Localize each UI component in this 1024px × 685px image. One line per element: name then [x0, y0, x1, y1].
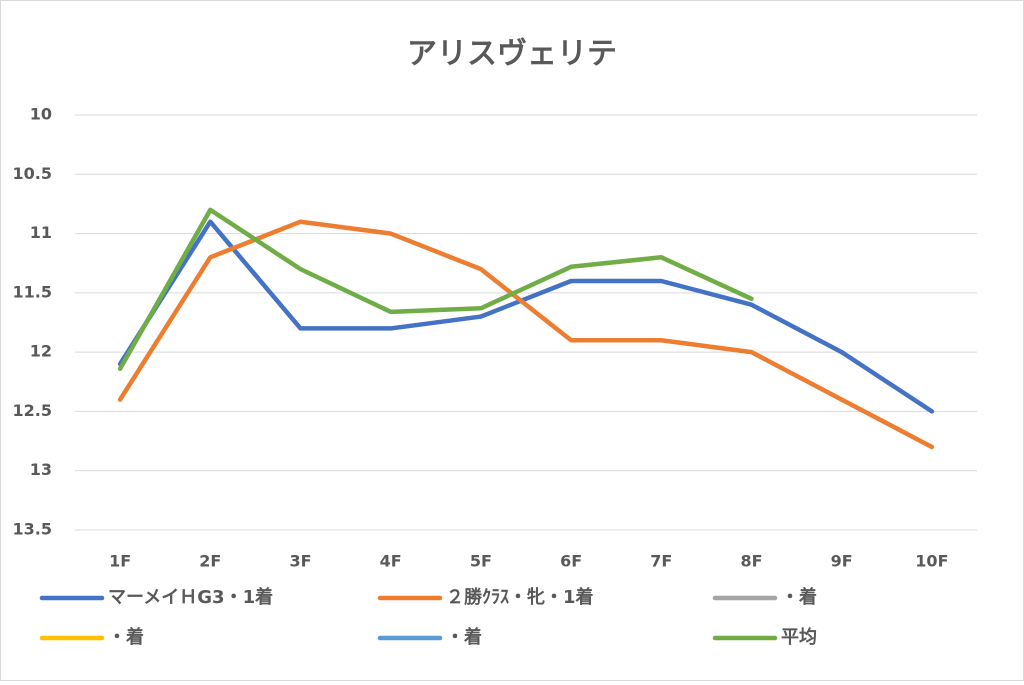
legend-label: マーメイＨG3・1着	[108, 586, 273, 608]
y-tick-label: 11.5	[13, 282, 52, 301]
legend-label: ２勝ｸﾗｽ・牝・1着	[446, 586, 594, 608]
x-tick-label: 6F	[560, 552, 582, 571]
x-tick-label: 8F	[740, 552, 762, 571]
x-tick-label: 2F	[199, 552, 221, 571]
series-line	[117, 219, 935, 414]
series-line	[117, 207, 754, 371]
legend-label: ・着	[781, 586, 817, 608]
y-tick-label: 11	[30, 223, 52, 242]
y-tick-label: 10	[30, 105, 52, 124]
legend-label: 平均	[781, 626, 817, 648]
chart-title: アリスヴェリテ	[407, 37, 617, 72]
x-tick-label: 3F	[289, 552, 311, 571]
x-tick-label: 4F	[380, 552, 402, 571]
legend-label: ・着	[108, 626, 144, 648]
y-tick-label: 10.5	[13, 164, 52, 183]
x-tick-label: 1F	[109, 552, 131, 571]
y-tick-label: 13	[30, 460, 52, 479]
y-tick-label: 13.5	[13, 520, 52, 539]
x-tick-label: 10F	[915, 552, 948, 571]
x-tick-label: 9F	[831, 552, 853, 571]
y-tick-label: 12	[30, 342, 52, 361]
y-tick-label: 12.5	[13, 401, 52, 420]
x-tick-label: 7F	[650, 552, 672, 571]
x-tick-label: 5F	[470, 552, 492, 571]
legend-label: ・着	[446, 626, 482, 648]
